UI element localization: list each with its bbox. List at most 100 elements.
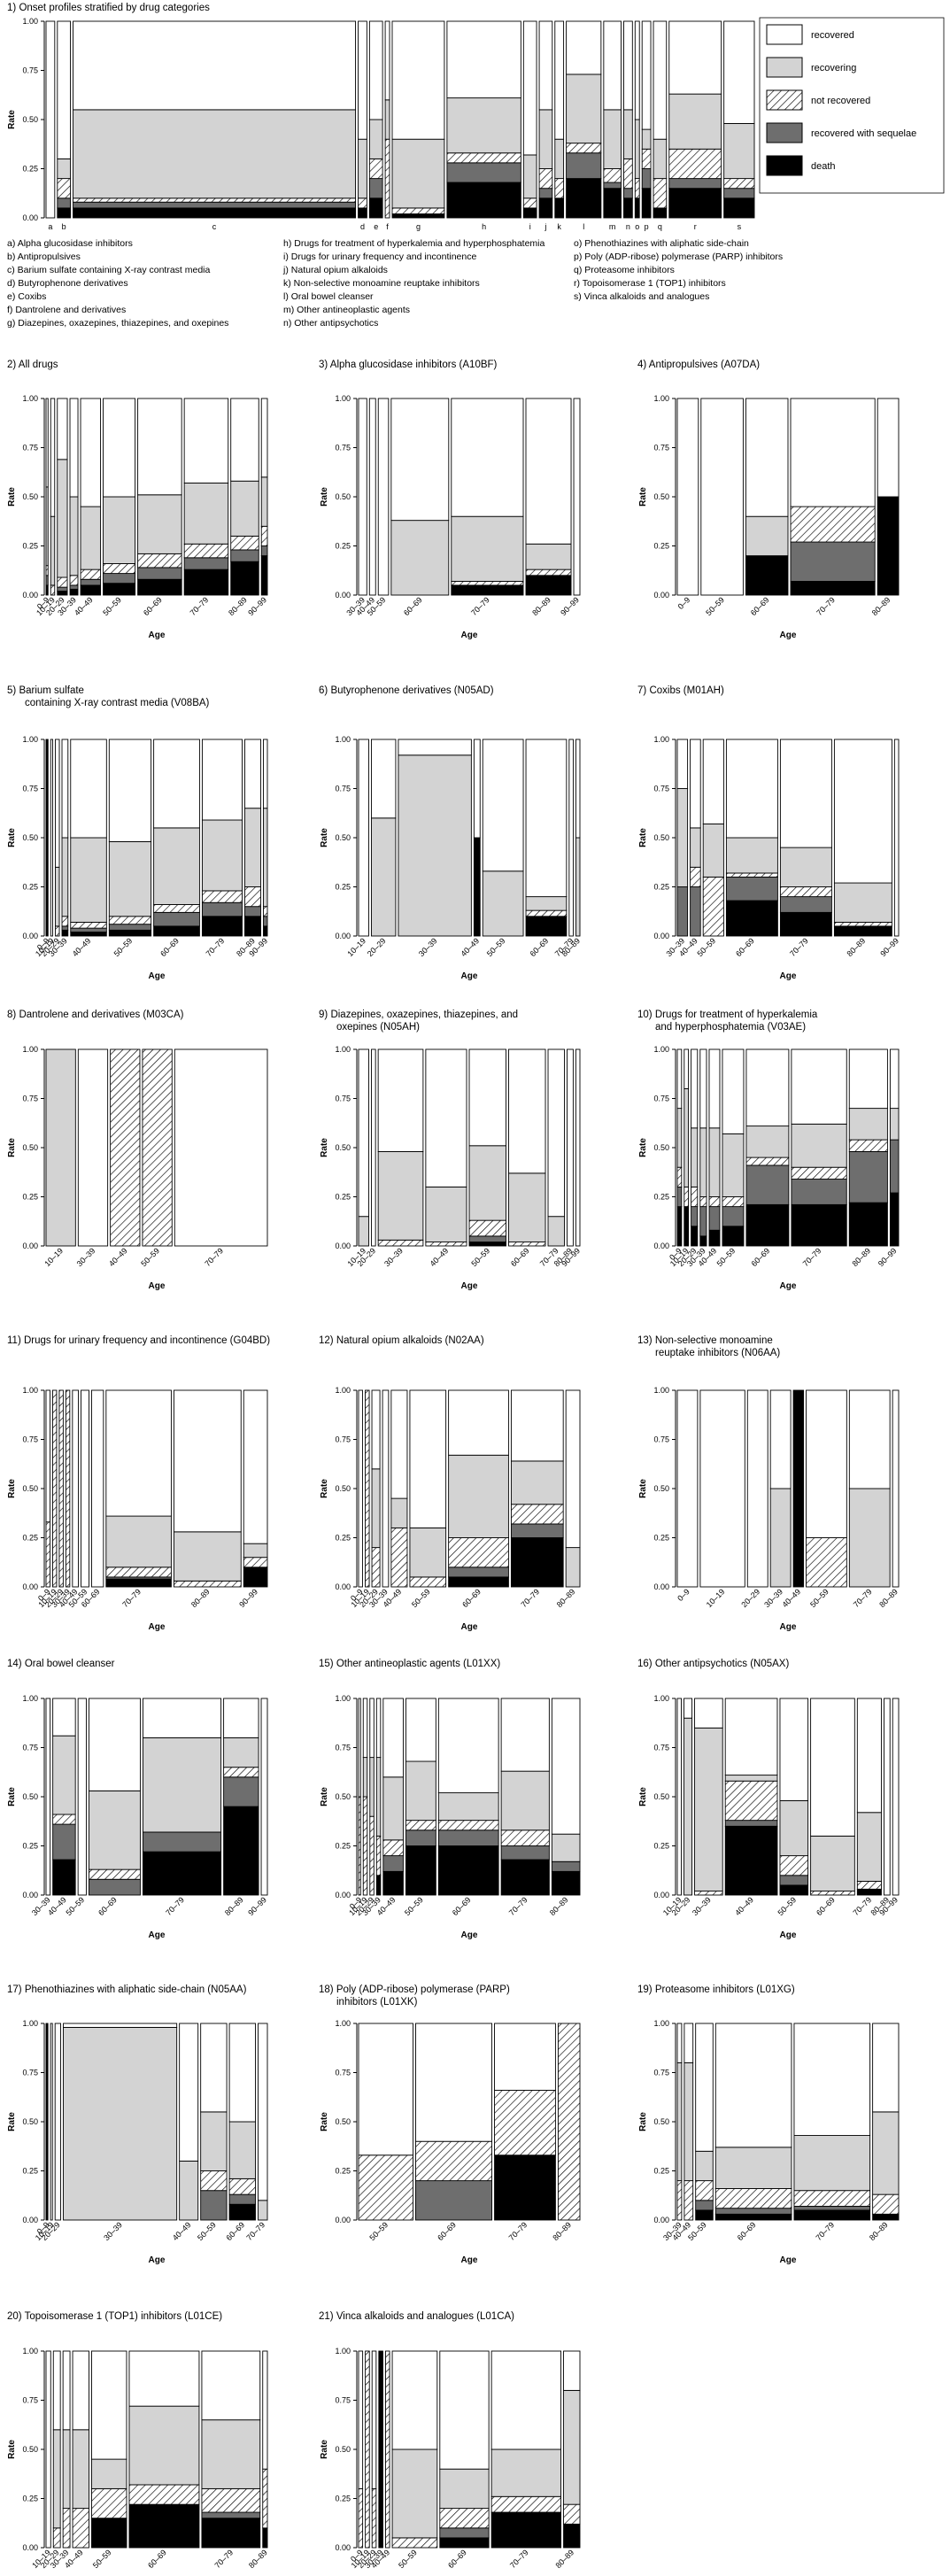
segment-recovered (358, 2023, 413, 2156)
segment-not-recovered (45, 1521, 50, 1588)
segment-death (725, 900, 778, 937)
drug-key-sep: ) (285, 291, 290, 302)
mosaic-column (50, 739, 53, 937)
segment-not-recovered (791, 1166, 847, 1180)
segment-recovering (80, 506, 102, 570)
legend-swatch (766, 155, 803, 176)
segment-recovered (369, 1698, 375, 1759)
x-tick-label: 50–59 (196, 2220, 218, 2242)
segment-not-recovered (91, 2487, 127, 2519)
segment-recovering (243, 1543, 268, 1559)
segment-recovering (551, 1833, 581, 1862)
segment-not-recovered (88, 1868, 141, 1880)
panel-number: 3 (319, 360, 324, 370)
segment-not-recovered (371, 1547, 381, 1588)
segment-recovering (634, 119, 640, 180)
mosaic-column (714, 2023, 792, 2221)
segment-recovered (473, 739, 481, 839)
panel-title: 14) Oral bowel cleanser (7, 1659, 115, 1669)
drug-key-sep: ) (579, 251, 584, 262)
segment-recovering (448, 1454, 509, 1538)
x-tick-label: 60–69 (446, 2548, 468, 2570)
drug-key-name: Poly (ADP-ribose) polymerase (PARP) inhi… (584, 251, 783, 262)
mosaic-column (371, 2350, 377, 2549)
y-axis: 0.00 0.25 0.50 0.75 1.00 Rate (638, 394, 676, 600)
segment-recovered (228, 2023, 256, 2123)
segment-recovered (260, 1698, 268, 1896)
mosaic-column (547, 1048, 565, 1247)
mosaic-column (153, 739, 200, 937)
panel-title-line: Non-selective monoamine (655, 1335, 773, 1346)
y-tick-label: 0.00 (22, 932, 38, 940)
segment-recovered (371, 2350, 377, 2489)
segment-death (722, 1226, 745, 1247)
segment-recovered-with-sequelae (691, 1206, 699, 1227)
y-tick-label: 0.00 (653, 2216, 669, 2224)
x-tick-label: 50–59 (64, 1895, 86, 1917)
segment-not-recovered (448, 1537, 509, 1568)
y-tick-label: 0.75 (335, 1095, 351, 1103)
segment-death (490, 2511, 562, 2549)
x-tick-label: n (626, 222, 630, 231)
segment-recovered (390, 1389, 408, 1499)
x-tick-label: 70–79 (508, 2548, 530, 2570)
segment-not-recovered (856, 1881, 882, 1890)
segment-recovered (77, 1048, 109, 1247)
legend-item: death (766, 155, 836, 176)
segment-recovered-with-sequelae (538, 188, 553, 199)
y-tick-label: 0.00 (335, 932, 351, 940)
segment-recovered (848, 1048, 888, 1110)
drug-key-name: Other antineoplastic agents (297, 305, 410, 315)
y-tick-label: 1.00 (335, 2019, 351, 2028)
legend-label: death (811, 161, 836, 172)
segment-recovered (69, 398, 79, 498)
segment-not-recovered (833, 922, 892, 927)
mosaic-column (510, 1389, 564, 1588)
drug-key-item: b) Antipropulsives (7, 251, 81, 262)
segment-not-recovered (55, 925, 60, 937)
segment-not-recovered (142, 1048, 173, 1247)
y-axis-label: Rate (320, 1787, 329, 1806)
panel-number: 17 (7, 1984, 19, 1995)
segment-recovered-with-sequelae (52, 1823, 76, 1860)
segment-not-recovered (52, 1814, 76, 1825)
panel-20: 20) Topoisomerase 1 (TOP1) inhibitors (L… (7, 2311, 269, 2570)
segment-recovering (128, 2405, 200, 2486)
drug-key: a) Alpha glucosidase inhibitors b) Antipr… (7, 238, 783, 329)
segment-recovering (390, 1497, 408, 1528)
panel-number-dot: ) (19, 1984, 25, 1995)
mosaic-column (365, 1389, 370, 1588)
segment-recovered (892, 1389, 900, 1588)
segment-recovered (575, 1048, 581, 1247)
x-tick-label: 30–39 (75, 1246, 97, 1268)
panel-number-dot: ) (12, 3, 19, 13)
y-tick-label: 0.25 (335, 542, 351, 551)
segment-death (223, 1806, 259, 1896)
segment-death (473, 837, 481, 937)
segment-not-recovered (490, 2495, 562, 2513)
segment-recovered (183, 398, 229, 483)
mosaic-column (375, 1698, 382, 1896)
x-tick-label: 40–49 (780, 1587, 802, 1609)
segment-recovering (603, 109, 622, 169)
mosaic-column (439, 2350, 490, 2549)
x-tick-label: 80–89 (555, 1587, 577, 1609)
segment-not-recovered (108, 916, 152, 925)
segment-recovering (183, 483, 229, 545)
segment-recovering (375, 1757, 382, 1837)
panel-title-text: Vinca alkaloids and analogues (L01CA) (336, 2311, 514, 2322)
segment-not-recovered (676, 1166, 683, 1187)
segment-not-recovered (260, 525, 268, 546)
mosaic-column (676, 739, 689, 937)
segment-recovered (690, 739, 701, 829)
segment-not-recovered (128, 2484, 200, 2505)
segment-recovered (691, 1048, 699, 1129)
segment-recovering (779, 847, 832, 887)
x-tick-label: 50–59 (469, 1246, 491, 1268)
y-tick-label: 0.75 (653, 2069, 669, 2077)
drug-key-id: k (283, 278, 289, 289)
mosaic-column (362, 1698, 368, 1896)
y-tick-label: 1.00 (653, 1045, 669, 1054)
y-axis-label: Rate (638, 1787, 648, 1806)
segment-recovered (54, 2023, 61, 2221)
